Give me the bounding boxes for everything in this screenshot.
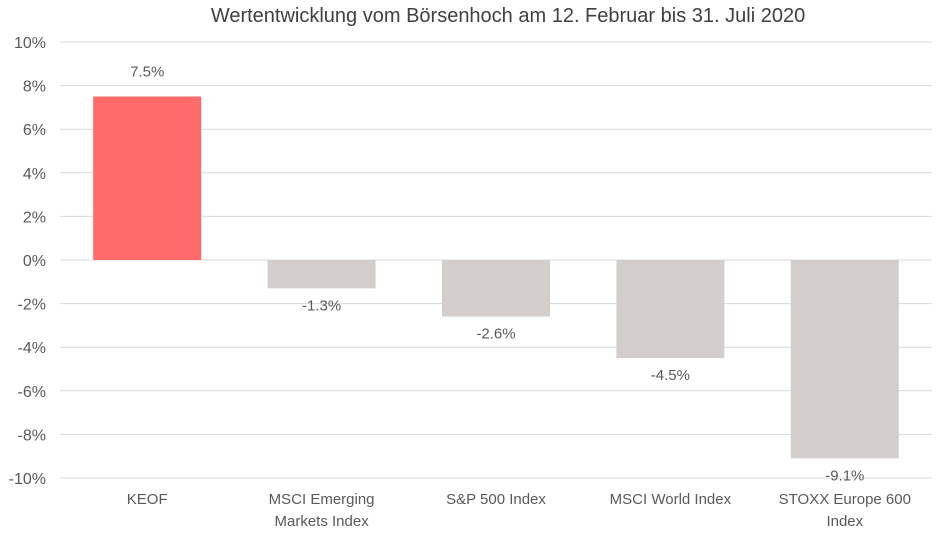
y-tick-label: -4% xyxy=(18,340,46,357)
data-label: -4.5% xyxy=(651,367,690,384)
data-label: -1.3% xyxy=(302,297,341,314)
category-label: S&P 500 Index xyxy=(446,491,546,508)
y-tick-label: 8% xyxy=(23,79,46,96)
category-label: KEOF xyxy=(127,491,168,508)
bar xyxy=(616,260,725,359)
category-label: STOXX Europe 600 xyxy=(779,491,911,508)
y-tick-label: 2% xyxy=(23,209,46,226)
chart-title: Wertentwicklung vom Börsenhoch am 12. Fe… xyxy=(211,5,805,27)
y-tick-label: 0% xyxy=(23,253,46,270)
category-label: Markets Index xyxy=(274,513,369,530)
data-label: -9.1% xyxy=(825,467,864,484)
y-tick-label: -10% xyxy=(9,471,46,488)
bar xyxy=(442,260,550,317)
y-tick-label: 10% xyxy=(14,35,46,52)
bar xyxy=(267,260,376,289)
data-label: 7.5% xyxy=(130,64,164,81)
y-tick-label: 4% xyxy=(23,166,46,183)
category-label: MSCI World Index xyxy=(610,491,732,508)
bars xyxy=(93,96,899,459)
bar xyxy=(790,260,899,459)
y-tick-label: -6% xyxy=(18,384,46,401)
data-label: -2.6% xyxy=(476,326,515,343)
y-tick-label: -8% xyxy=(18,427,46,444)
y-tick-label: -2% xyxy=(18,297,46,314)
data-labels: 7.5% -1.3% -2.6% -4.5% -9.1% xyxy=(130,64,864,485)
category-label: MSCI Emerging xyxy=(269,491,375,508)
y-tick-label: 6% xyxy=(23,122,46,139)
y-axis-ticks: 10% 8% 6% 4% 2% 0% -2% -4% -6% -8% -10% xyxy=(9,35,46,488)
category-labels: KEOF MSCI Emerging Markets Index S&P 500 In… xyxy=(127,491,911,530)
bar xyxy=(93,96,202,260)
category-label: Index xyxy=(826,513,863,530)
